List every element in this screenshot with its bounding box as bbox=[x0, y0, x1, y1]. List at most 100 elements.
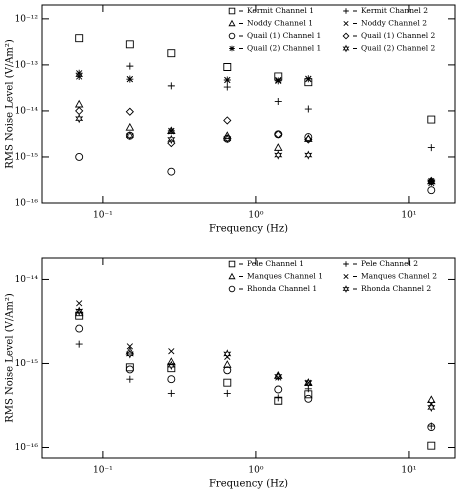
data-point bbox=[126, 75, 134, 83]
data-point bbox=[75, 106, 84, 116]
data-point bbox=[75, 340, 83, 348]
y-tick-label: 10⁻¹⁶ bbox=[15, 443, 39, 453]
legend-marker bbox=[343, 261, 349, 267]
legend-label: Rhonda Channel 1 bbox=[247, 284, 317, 293]
legend-label: Quail (2) Channel 2 bbox=[361, 44, 436, 53]
legend-marker bbox=[343, 20, 349, 27]
data-point bbox=[304, 75, 312, 83]
data-point bbox=[75, 306, 84, 316]
data-point bbox=[126, 375, 134, 383]
data-point bbox=[167, 360, 176, 370]
data-point bbox=[167, 134, 176, 145]
data-point bbox=[125, 365, 134, 374]
legend-marker bbox=[228, 19, 236, 27]
data-point bbox=[304, 105, 312, 113]
data-point bbox=[274, 130, 283, 139]
data-point bbox=[126, 62, 134, 70]
data-point bbox=[125, 40, 134, 49]
data-point bbox=[125, 122, 135, 131]
y-axis-label: RMS Noise Level (V/Am²) bbox=[5, 39, 16, 169]
legend-label: Manques Channel 2 bbox=[361, 272, 437, 281]
data-point bbox=[223, 83, 231, 91]
legend-label: Kermit Channel 1 bbox=[247, 6, 314, 15]
x-tick-label: 10⁻¹ bbox=[93, 211, 113, 221]
data-point bbox=[167, 82, 175, 90]
data-point bbox=[304, 133, 313, 142]
data-point bbox=[223, 366, 232, 375]
data-point bbox=[223, 389, 231, 397]
data-point bbox=[427, 186, 436, 195]
data-point bbox=[427, 402, 436, 413]
legend-marker bbox=[228, 260, 236, 268]
y-axis-label: RMS Noise Level (V/Am²) bbox=[5, 293, 16, 423]
data-point bbox=[427, 177, 435, 185]
x-tick-label: 10⁻¹ bbox=[93, 466, 113, 476]
data-point bbox=[75, 114, 84, 124]
legend-label: Kermit Channel 2 bbox=[361, 6, 428, 15]
data-point bbox=[274, 385, 283, 394]
data-point bbox=[427, 423, 436, 432]
data-point bbox=[167, 138, 176, 148]
plot-frame bbox=[41, 257, 456, 459]
data-point bbox=[76, 300, 83, 307]
data-point bbox=[75, 153, 84, 161]
data-point bbox=[223, 76, 231, 84]
data-point bbox=[274, 143, 283, 151]
data-point bbox=[274, 130, 283, 139]
data-point bbox=[167, 375, 176, 384]
data-point bbox=[304, 394, 313, 403]
data-point bbox=[167, 167, 176, 176]
data-point bbox=[274, 72, 283, 81]
data-point bbox=[75, 34, 84, 43]
x-tick-label: 10⁰ bbox=[248, 211, 263, 221]
x-axis-label: Frequency (Hz) bbox=[209, 224, 288, 235]
data-point bbox=[223, 349, 232, 359]
legend-marker bbox=[342, 285, 350, 293]
data-point bbox=[75, 324, 84, 333]
legend-label: Manques Channel 1 bbox=[247, 272, 323, 281]
y-tick-label: 10⁻¹⁶ bbox=[15, 199, 39, 209]
x-tick-label: 10¹ bbox=[401, 211, 416, 221]
y-tick-label: 10⁻¹⁵ bbox=[15, 359, 39, 369]
legend-marker bbox=[342, 32, 350, 40]
data-point bbox=[427, 395, 436, 404]
plot-frame bbox=[41, 4, 456, 204]
data-point bbox=[125, 346, 135, 355]
legend-label: Quail (1) Channel 1 bbox=[247, 31, 321, 40]
data-point bbox=[125, 107, 134, 116]
data-point bbox=[125, 349, 134, 359]
data-point bbox=[274, 77, 282, 85]
data-point bbox=[168, 348, 175, 355]
data-point bbox=[427, 115, 436, 124]
data-point bbox=[167, 127, 175, 135]
data-point bbox=[223, 134, 232, 143]
legend-marker bbox=[342, 44, 350, 53]
data-point bbox=[223, 63, 232, 71]
x-axis-label: Frequency (Hz) bbox=[209, 479, 288, 489]
data-point bbox=[74, 99, 84, 108]
data-point bbox=[167, 357, 176, 365]
legend-label: Noddy Channel 1 bbox=[247, 19, 313, 28]
y-tick-label: 10⁻¹⁴ bbox=[15, 275, 39, 285]
data-point bbox=[304, 150, 313, 160]
data-point bbox=[125, 131, 134, 140]
data-point bbox=[75, 69, 83, 77]
y-tick-label: 10⁻¹² bbox=[15, 14, 39, 24]
data-point bbox=[126, 343, 133, 350]
data-point bbox=[427, 177, 436, 187]
data-point bbox=[427, 144, 435, 152]
data-point bbox=[274, 394, 282, 402]
data-point bbox=[304, 135, 313, 144]
y-tick-label: 10⁻¹⁵ bbox=[15, 152, 39, 162]
data-point bbox=[167, 389, 175, 397]
data-point bbox=[223, 134, 232, 144]
data-point bbox=[427, 441, 436, 450]
data-point bbox=[125, 131, 134, 141]
legend-marker bbox=[228, 7, 236, 15]
legend-marker bbox=[343, 8, 349, 14]
legend-marker bbox=[343, 273, 349, 280]
legend-marker bbox=[229, 45, 235, 52]
legend-label: Quail (1) Channel 2 bbox=[361, 31, 436, 40]
